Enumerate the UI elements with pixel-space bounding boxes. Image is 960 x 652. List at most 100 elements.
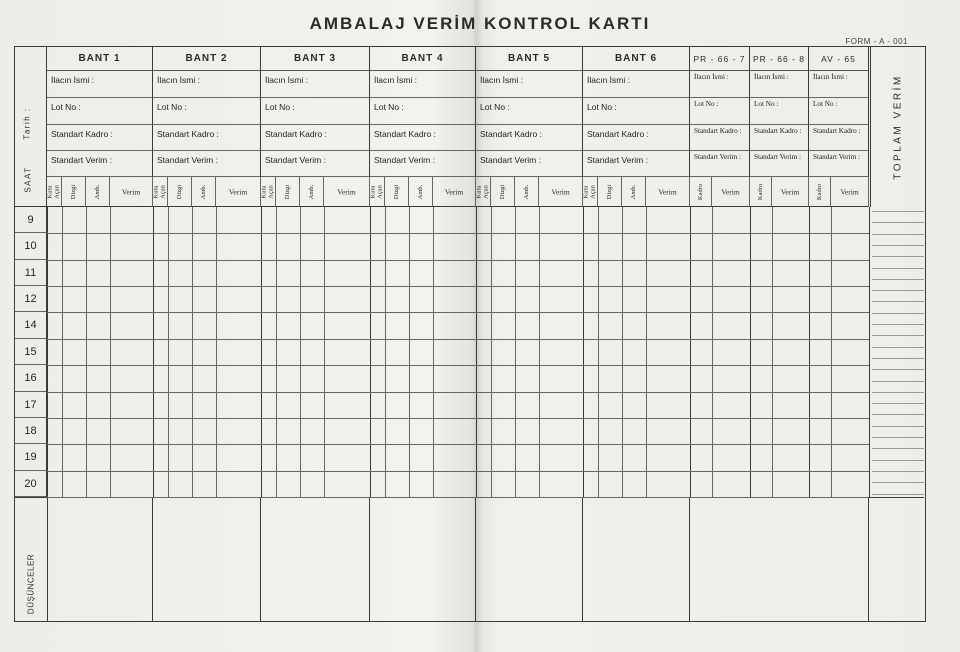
grid-line [809,207,810,497]
column-label: Amb. [199,184,207,199]
band-1-col-header: Verim [110,177,153,207]
grid-line [750,207,751,497]
band-3-col-header: Kutu Açan [261,177,276,207]
band-3-lot-no-field[interactable]: Lot No : [261,98,370,125]
grid-line [831,207,832,497]
machine-1-col-header: Verim [712,177,750,207]
band-6-std-yield-field[interactable]: Standart Verim : [583,151,690,177]
band-2-std-yield-field[interactable]: Standart Verim : [153,151,261,177]
column-label: Amb. [416,184,424,199]
band-5-drug-name-field[interactable]: İlacın İsmi : [476,71,583,98]
grid-line [872,211,924,212]
grid-line [370,207,371,497]
grid-line [47,444,869,446]
grid-line [872,324,924,325]
band-4-std-yield-field[interactable]: Standart Verim : [370,151,476,177]
band-3-drug-name-field[interactable]: İlacın İsmi : [261,71,370,98]
band-5-col-header: Verim [539,177,583,207]
grid-line [646,207,647,497]
machine-2-std-staff-field[interactable]: Standart Kadro : [750,125,809,151]
grid-line [62,207,63,497]
machine-3-std-staff-field[interactable]: Standart Kadro : [809,125,869,151]
band-2-col-header: Kutu Açan [153,177,168,207]
band-4-col-header: Kutu Açan [370,177,385,207]
hour-cell: 11 [15,259,47,287]
band-4-drug-name-field[interactable]: İlacın İsmi : [370,71,476,98]
band-3-std-staff-field[interactable]: Standart Kadro : [261,125,370,151]
grid-line [872,493,924,495]
grid-line [872,301,924,303]
column-label: Kutu Açan [369,184,384,199]
band-5-std-yield-field[interactable]: Standart Verim : [476,151,583,177]
machine-1-std-staff-field[interactable]: Standart Kadro : [690,125,750,151]
grid-line [324,207,325,497]
grid-line [300,207,301,497]
hour-cell: 18 [15,417,47,445]
band-6-remarks-box[interactable] [583,498,690,622]
grid-line [216,207,217,497]
band-1-lot-no-field[interactable]: Lot No : [47,98,153,125]
grid-line [539,207,540,497]
grid-line [261,207,262,497]
hour-cell: 20 [15,470,47,497]
machine-3-drug-name-field[interactable]: İlacın İsmi : [809,71,869,98]
machine-2-lot-no-field[interactable]: Lot No : [750,98,809,125]
machine-3-col-header: Kadro [809,177,831,207]
grid-line [872,448,924,450]
band-4-remarks-box[interactable] [370,498,476,622]
band-1-drug-name-field[interactable]: İlacın İsmi : [47,71,153,98]
machine-1-lot-no-field[interactable]: Lot No : [690,98,750,125]
grid-line [872,459,924,461]
column-label: Kutu Açan [152,184,167,199]
machine-2-drug-name-field[interactable]: İlacın İsmi : [750,71,809,98]
band-5-remarks-box[interactable] [476,498,583,622]
column-label: Amb. [629,184,637,199]
band-2-remarks-box[interactable] [153,498,261,622]
band-5-lot-no-field[interactable]: Lot No : [476,98,583,125]
grid-line [872,357,924,359]
hour-cell: 16 [15,365,47,392]
remarks-section: DÜŞÜNCELER [15,497,924,622]
band-1-col-header: Dizgi [62,177,86,207]
band-1-remarks-box[interactable] [47,498,153,622]
hour-cell: 19 [15,444,47,471]
band-1-std-yield-field[interactable]: Standart Verim : [47,151,153,177]
machine-1-std-yield-field[interactable]: Standart Verim : [690,151,750,177]
grid-line [690,207,691,497]
machine-2-std-yield-field[interactable]: Standart Verim : [750,151,809,177]
left-header-column: Tarih : SAAT [15,47,47,207]
band-6-std-staff-field[interactable]: Standart Kadro : [583,125,690,151]
band-6-col-header: Verim [646,177,690,207]
band-3-std-yield-field[interactable]: Standart Verim : [261,151,370,177]
band-4-lot-no-field[interactable]: Lot No : [370,98,476,125]
grid-line [47,417,869,419]
page-fold [472,0,482,652]
band-3-remarks-box[interactable] [261,498,370,622]
machine-1-drug-name-field[interactable]: İlacın İsmi : [690,71,750,98]
machine-3-std-yield-field[interactable]: Standart Verim : [809,151,869,177]
grid-line [47,259,869,261]
band-6-lot-no-field[interactable]: Lot No : [583,98,690,125]
column-label: Dizgi [605,184,613,199]
grid-line [872,312,924,314]
band-2-std-staff-field[interactable]: Standart Kadro : [153,125,261,151]
column-label: Amb. [522,184,530,199]
machines-remarks-box[interactable] [690,498,869,622]
grid-line [872,346,924,348]
column-label: Verim [444,187,464,196]
hour-cell: 14 [15,312,47,339]
band-2-lot-no-field[interactable]: Lot No : [153,98,261,125]
band-4-std-staff-field[interactable]: Standart Kadro : [370,125,476,151]
grid-line [872,414,924,416]
band-5-col-header: Dizgi [491,177,515,207]
grid-line [872,470,924,472]
band-1-std-staff-field[interactable]: Standart Kadro : [47,125,153,151]
band-5-std-staff-field[interactable]: Standart Kadro : [476,125,583,151]
hour-cell: 17 [15,391,47,418]
machine-3-lot-no-field[interactable]: Lot No : [809,98,869,125]
machine-3-header: AV - 65 [809,47,869,71]
grid-line [872,233,924,235]
grid-line [872,267,924,269]
band-2-drug-name-field[interactable]: İlacın İsmi : [153,71,261,98]
band-6-drug-name-field[interactable]: İlacın İsmi : [583,71,690,98]
